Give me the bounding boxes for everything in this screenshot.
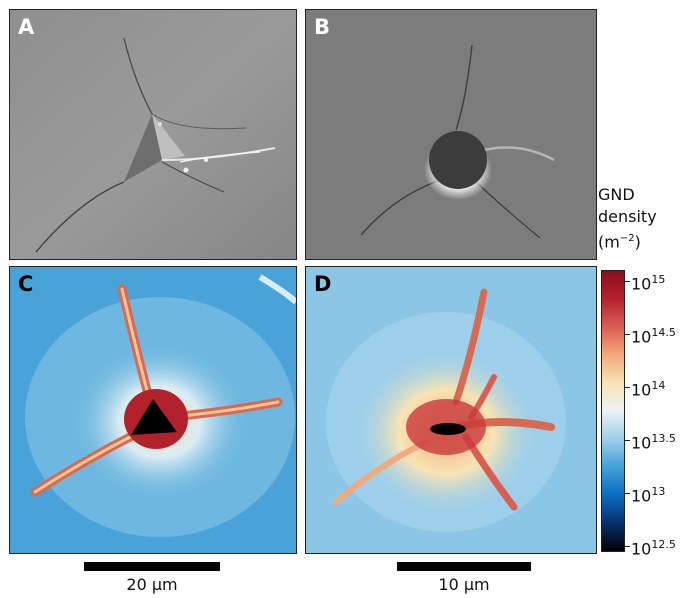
gnd-map-d: D [305, 266, 597, 554]
tick-exp: 13.5 [651, 432, 676, 445]
tick-exp: 14.5 [651, 326, 676, 339]
colorbar-tick-label: 1015 [631, 271, 665, 293]
colorbar-tick [625, 546, 630, 547]
sem-image-a-graphic [10, 10, 296, 259]
panel-label-a: A [18, 15, 35, 39]
tick-base: 10 [631, 486, 652, 506]
tick-base: 10 [631, 380, 652, 400]
colorbar-title: GND density (m−2) [598, 184, 657, 253]
tick-exp: 14 [651, 379, 666, 392]
tick-exp: 12.5 [651, 538, 676, 551]
panel-label-c: C [18, 272, 34, 296]
colorbar-tick-label: 1012.5 [631, 536, 676, 558]
colorbar-unit: (m−2) [598, 228, 657, 253]
panel-label-d: D [314, 272, 332, 296]
tick-base: 10 [631, 274, 652, 294]
sem-image-a: A [9, 9, 297, 260]
colorbar-tick [625, 281, 630, 282]
colorbar-unit-close: ) [634, 232, 641, 252]
colorbar-title-line1: GND [598, 185, 635, 204]
colorbar-unit-exp: −2 [619, 233, 635, 244]
gnd-map-c-graphic [10, 267, 296, 553]
colorbar [601, 270, 625, 552]
scale-bar-left-label: 20 µm [126, 575, 178, 594]
colorbar-tick [625, 493, 630, 494]
scale-bar-right-label: 10 µm [438, 575, 490, 594]
gnd-map-c: C [9, 266, 297, 554]
colorbar-tick-label: 1014 [631, 377, 665, 399]
panel-label-b: B [314, 15, 331, 39]
colorbar-tick-label: 1014.5 [631, 324, 676, 346]
tick-exp: 13 [651, 485, 666, 498]
colorbar-tick [625, 334, 630, 335]
scale-bar-right [397, 562, 531, 571]
colorbar-tick-label: 1013.5 [631, 430, 676, 452]
gnd-map-d-graphic [306, 267, 596, 553]
tick-base: 10 [631, 327, 652, 347]
scale-bar-left [84, 562, 220, 571]
tick-base: 10 [631, 433, 652, 453]
colorbar-tick [625, 387, 630, 388]
colorbar-title-line2: density [598, 207, 657, 226]
tick-base: 10 [631, 539, 652, 559]
sem-image-b-graphic [306, 10, 596, 259]
colorbar-tick-label: 1013 [631, 483, 665, 505]
colorbar-unit-base: (m [598, 232, 620, 252]
sem-image-b: B [305, 9, 597, 260]
colorbar-tick [625, 440, 630, 441]
tick-exp: 15 [651, 273, 666, 286]
